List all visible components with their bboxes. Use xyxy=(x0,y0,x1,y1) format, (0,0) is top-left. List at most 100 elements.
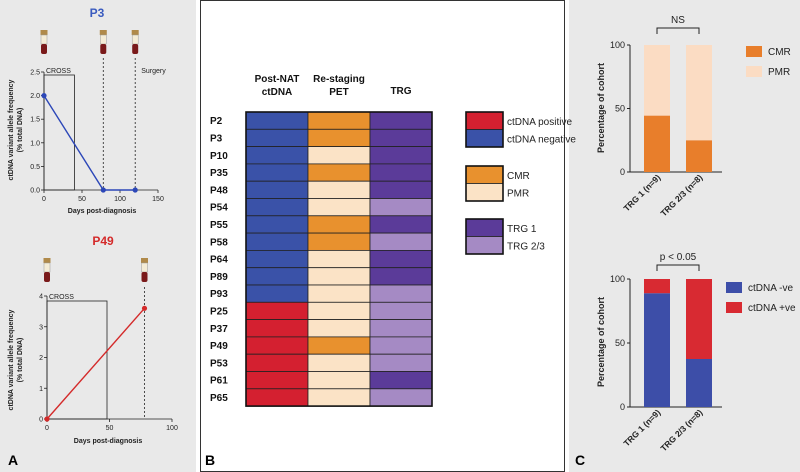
legend-group-border xyxy=(465,165,504,202)
row-label: P35 xyxy=(210,168,228,179)
heatmap-cell xyxy=(369,180,433,199)
tube-glass xyxy=(43,262,51,273)
heatmap-cell xyxy=(307,284,371,303)
column-header-2: TRG xyxy=(390,86,411,97)
blood-tube-1 xyxy=(99,30,107,54)
outcome-heatmap: Post-NAT ctDNA Re-staging PET TRG P2 P3 P10 P35 P… xyxy=(210,74,576,407)
tube-glass xyxy=(40,34,48,45)
heatmap-cell xyxy=(307,146,371,165)
legend-swatch-PMR xyxy=(465,183,504,202)
blood-tube-1 xyxy=(141,258,148,282)
heatmap-cell xyxy=(307,353,371,372)
p49-x-label: Days post-diagnosis xyxy=(74,438,143,445)
heatmap-cell xyxy=(245,388,309,407)
heatmap-cell xyxy=(307,301,371,320)
significance-label: p < 0.05 xyxy=(660,252,697,263)
row-label: P64 xyxy=(210,255,228,266)
legend-swatch-23 xyxy=(465,236,504,255)
heatmap-cell xyxy=(307,180,371,199)
heatmap-cell xyxy=(369,198,433,217)
row-label: P3 xyxy=(210,133,223,144)
tube-cap xyxy=(131,30,139,35)
p3-x-label: Days post-diagnosis xyxy=(68,208,137,215)
x-tick-label: 50 xyxy=(78,196,86,203)
panel-label-b: B xyxy=(205,452,215,468)
row-label: P49 xyxy=(210,341,228,352)
column-header-0: Post-NAT xyxy=(255,74,300,85)
y-tick-label: 0 xyxy=(620,402,625,412)
data-point-0 xyxy=(44,416,50,422)
bar-segment-pmr xyxy=(644,45,670,116)
heatmap-cell xyxy=(307,128,371,148)
heatmap-cell xyxy=(245,146,309,165)
heatmap-cell xyxy=(369,232,433,251)
treatment-box-label: CROSS xyxy=(46,68,71,75)
blood-tube-2 xyxy=(131,30,139,54)
heatmap-cell xyxy=(307,198,371,217)
heatmap-cell xyxy=(245,336,309,355)
legend-swatch-neg xyxy=(465,129,504,148)
data-point-0 xyxy=(41,93,47,99)
x-tick-label: 100 xyxy=(114,196,126,203)
row-label: P58 xyxy=(210,237,228,248)
row-label: P10 xyxy=(210,151,228,162)
heatmap-cell xyxy=(245,301,309,320)
heatmap-cell xyxy=(307,163,371,182)
heatmap-cell xyxy=(307,267,371,286)
heatmap-cell xyxy=(369,319,433,338)
row-label: P53 xyxy=(210,358,228,369)
heatmap-border xyxy=(245,111,433,407)
row-label: P25 xyxy=(210,306,228,317)
y-tick-label: 0 xyxy=(39,417,43,424)
legend-swatch xyxy=(746,46,762,57)
heatmap-cell xyxy=(245,232,309,251)
p3-line-chart: P3 ctDNA variant allele frequency (% tot… xyxy=(8,6,166,215)
heatmap-cell xyxy=(245,128,309,148)
row-label: P89 xyxy=(210,272,228,283)
heatmap-cell xyxy=(369,249,433,269)
y-tick-label: 2.5 xyxy=(30,70,40,77)
legend-label: TRG 1 xyxy=(507,224,537,235)
blood-tube-0 xyxy=(40,30,48,54)
treatment-box-label: CROSS xyxy=(49,294,74,301)
heatmap-cell xyxy=(245,319,309,338)
heatmap-cell xyxy=(245,163,309,182)
heatmap-cell xyxy=(245,215,309,234)
significance-bracket xyxy=(656,27,700,34)
heatmap-cell xyxy=(245,353,309,372)
tube-blood xyxy=(100,44,107,54)
tube-glass xyxy=(131,34,139,45)
heatmap-cell xyxy=(307,232,371,251)
bar-segment-pmr xyxy=(686,45,712,141)
p49-blood-tubes xyxy=(43,258,148,282)
bar-segment-ctdna-ve xyxy=(644,279,670,294)
legend-label: ctDNA +ve xyxy=(748,303,796,314)
cbottom-y-label: Percentage of cohort xyxy=(596,297,606,387)
y-tick-label: 2.0 xyxy=(30,93,40,100)
heatmap-cell xyxy=(369,128,433,148)
bar-segment-cmr xyxy=(644,115,670,172)
significance-label: NS xyxy=(671,15,685,26)
x-tick-label: 150 xyxy=(152,196,164,203)
tube-cap xyxy=(141,258,148,263)
y-tick-label: 4 xyxy=(39,294,43,301)
y-tick-label: 100 xyxy=(610,274,625,284)
row-label: P65 xyxy=(210,393,228,404)
row-label: P61 xyxy=(210,376,228,387)
y-tick-label: 100 xyxy=(610,40,625,50)
row-label: P93 xyxy=(210,289,228,300)
panel-label-a: A xyxy=(8,452,18,468)
column-header-1: Re-staging xyxy=(313,74,365,85)
ctop-y-label: Percentage of cohort xyxy=(596,63,606,153)
heatmap-cell xyxy=(369,301,433,320)
y-tick-label: 50 xyxy=(615,104,625,114)
data-point-1 xyxy=(141,305,148,311)
heatmap-cell xyxy=(369,163,433,182)
heatmap-cell xyxy=(369,111,433,130)
legend-group-border xyxy=(465,218,504,255)
y-tick-label: 50 xyxy=(615,338,625,348)
legend-label: TRG 2/3 xyxy=(507,241,545,252)
p3-y-label-line2: (% total DNA) xyxy=(17,108,24,153)
p3-y-label-line1: ctDNA variant allele frequency xyxy=(8,79,15,180)
heatmap-cell xyxy=(307,336,371,355)
